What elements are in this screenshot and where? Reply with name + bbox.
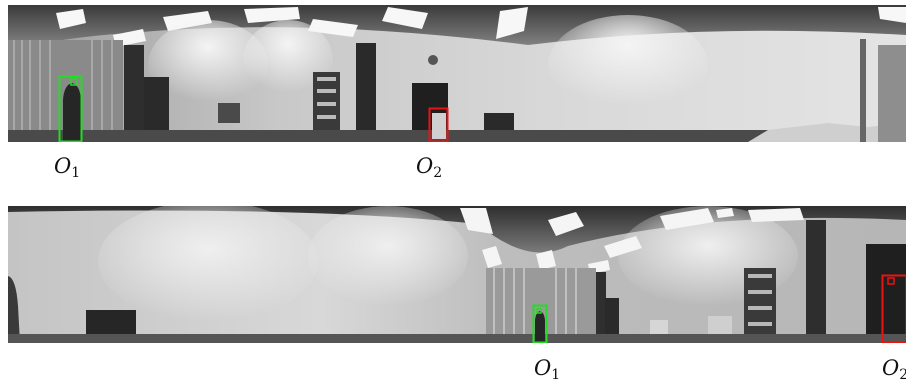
o1-bounding-box	[58, 75, 83, 142]
top-panorama-image	[8, 5, 906, 142]
bottom-panorama-image	[8, 206, 906, 343]
o1-marker	[70, 78, 78, 86]
o2-marker-bottom	[887, 277, 895, 285]
bottom-label-o1: O1	[534, 356, 561, 383]
top-label-o2: O2	[416, 154, 443, 181]
o1-marker-bottom	[536, 308, 542, 314]
bottom-label-o2: O2	[882, 358, 906, 382]
o2-bounding-box	[428, 107, 449, 142]
o2-bounding-box-bottom	[881, 274, 906, 343]
top-label-o1: O1	[54, 154, 81, 181]
o1-bounding-box-bottom	[532, 304, 548, 343]
